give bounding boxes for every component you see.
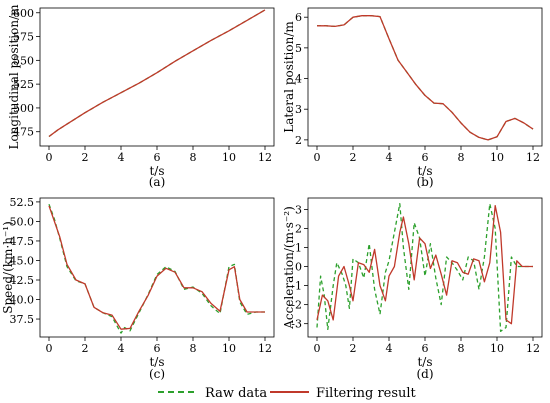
filtering-result-line: [317, 15, 534, 141]
panel-d: 0 2 4 6 8 10 12-3-2-10123t/sAcceleration/(m·s⁻…: [282, 197, 543, 381]
panel-c: 0 2 4 6 8 10 12 37.5 40.0 42.5 45.0 47.5 50.0 52.5 t/s…: [1, 196, 275, 381]
x-tick-label: 2: [82, 151, 89, 164]
y-tick-label: 5: [295, 42, 302, 55]
y-tick-label: -3: [291, 318, 302, 331]
x-tick-label: 8: [190, 151, 197, 164]
y-tick-label: 42.5: [10, 274, 35, 287]
x-tick-label: 12: [258, 151, 272, 164]
x-tick-label: 4: [118, 342, 125, 355]
plot-frame: [39, 197, 275, 338]
y-tick-label: 37.5: [10, 313, 35, 326]
x-tick-label: 12: [258, 342, 272, 355]
y-axis-label: Speed/(km·h⁻¹): [1, 221, 15, 314]
y-tick-label: 50.0: [10, 215, 35, 228]
x-tick-label: 10: [222, 151, 236, 164]
y-tick-label: 600: [13, 7, 34, 20]
legend-filtered-label: Filtering result: [316, 386, 417, 401]
x-axis-label: t/s: [149, 164, 164, 178]
y-tick-label: 3: [295, 103, 302, 116]
y-tick-label: -1: [291, 280, 302, 293]
x-tick-label: 0: [46, 151, 53, 164]
filtering-result-line: [48, 9, 266, 138]
x-tick-label: 10: [490, 342, 504, 355]
x-tick-label: 8: [458, 151, 465, 164]
filtering-result-line: [316, 204, 533, 325]
x-tick-label: 4: [118, 151, 125, 164]
y-tick-label: 2: [295, 222, 302, 235]
x-tick-label: 8: [190, 342, 197, 355]
plot-frame: [39, 7, 275, 147]
x-tick-label: 6: [154, 342, 161, 355]
y-axis-label: Lateral position/m: [282, 21, 296, 133]
x-tick-label: 2: [350, 151, 357, 164]
y-tick-label: 6: [295, 11, 302, 24]
y-tick-label: 550: [13, 54, 34, 67]
y-tick-label: 475: [13, 126, 34, 139]
y-tick-label: 1: [295, 242, 302, 255]
x-tick-label: 6: [422, 342, 429, 355]
x-axis-label: t/s: [417, 355, 432, 369]
y-tick-label: 45.0: [10, 254, 35, 267]
y-axis-label: Acceleration/(m·s⁻²): [282, 206, 296, 330]
x-tick-label: 6: [154, 151, 161, 164]
x-tick-label: 10: [490, 151, 504, 164]
x-tick-label: 2: [82, 342, 89, 355]
y-tick-label: 40.0: [10, 294, 35, 307]
panel-label: (a): [149, 175, 166, 189]
y-tick-label: 47.5: [10, 235, 35, 248]
panel-label: (c): [149, 367, 165, 381]
x-tick-label: 0: [46, 342, 53, 355]
plot-frame: [307, 7, 543, 147]
y-tick-label: 4: [295, 73, 302, 86]
y-tick-label: -2: [291, 299, 302, 312]
panel-a: 0 2 4 6 8 10 12 475 500 525 550 575 600 t/s Longitudin…: [7, 4, 275, 189]
x-tick-label: 8: [458, 342, 465, 355]
filtering-result-line: [48, 205, 265, 330]
raw-data-line: [316, 203, 533, 332]
y-tick-label: 500: [13, 102, 34, 115]
y-tick-label: 52.5: [10, 196, 35, 209]
x-tick-label: 4: [386, 151, 393, 164]
y-tick-label: 525: [13, 78, 34, 91]
y-tick-label: 575: [13, 31, 34, 44]
y-tick-label: 0: [295, 261, 302, 274]
raw-data-line: [317, 15, 534, 141]
legend: Raw data Filtering result: [158, 386, 417, 401]
y-tick-label: 3: [295, 203, 302, 216]
legend-raw-label: Raw data: [205, 386, 267, 401]
x-tick-label: 0: [314, 151, 321, 164]
x-tick-label: 6: [422, 151, 429, 164]
raw-data-line: [48, 203, 265, 334]
x-tick-label: 0: [314, 342, 321, 355]
x-tick-label: 10: [222, 342, 236, 355]
x-tick-label: 12: [526, 342, 540, 355]
panel-label: (b): [416, 175, 433, 189]
y-axis-label: Longitudinal position/m: [7, 4, 21, 150]
x-axis-label: t/s: [417, 164, 432, 178]
panel-label: (d): [416, 367, 433, 381]
x-tick-label: 2: [350, 342, 357, 355]
y-tick-label: 2: [295, 134, 302, 147]
x-tick-label: 4: [386, 342, 393, 355]
x-axis-label: t/s: [149, 355, 164, 369]
x-tick-label: 12: [526, 151, 540, 164]
